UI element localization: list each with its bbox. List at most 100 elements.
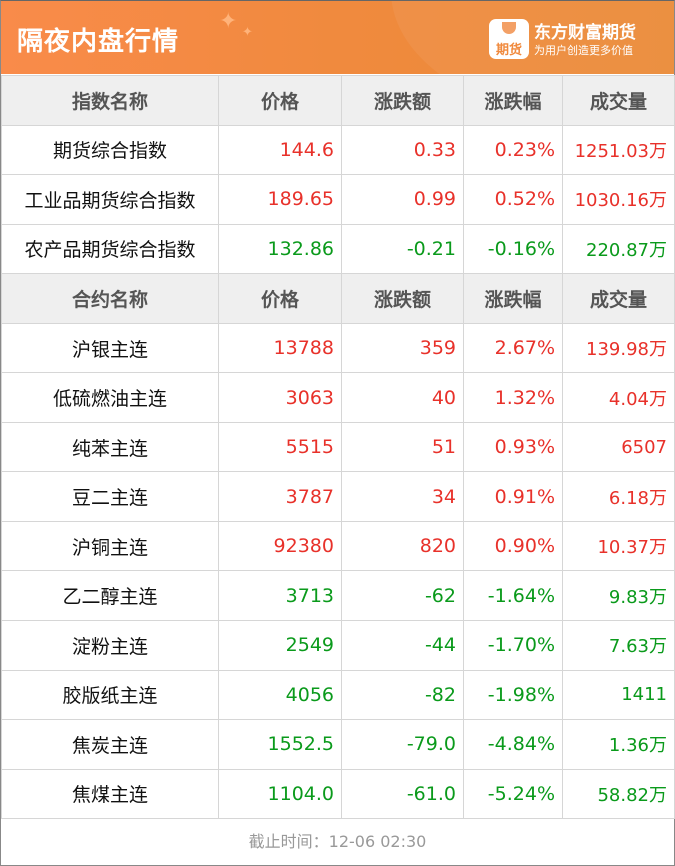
column-header: 涨跌额 (341, 273, 464, 324)
instrument-name: 纯苯主连 (1, 421, 219, 473)
table-row[interactable]: 胶版纸主连 4056 -82 -1.98% 1411 (1, 669, 675, 721)
column-header: 价格 (218, 273, 342, 324)
column-header: 成交量 (562, 273, 675, 324)
price-cell: 132.86 (218, 223, 342, 275)
change-pct-cell: 0.52% (463, 174, 563, 225)
change-cell: 0.33 (341, 124, 464, 176)
volume-cell: 9.83万 (562, 570, 675, 622)
column-header: 涨跌额 (341, 75, 464, 126)
table-row[interactable]: 低硫燃油主连 3063 40 1.32% 4.04万 (1, 372, 675, 423)
change-pct-cell: 0.93% (463, 421, 563, 473)
column-header: 涨跌幅 (463, 273, 563, 324)
column-header: 涨跌幅 (463, 75, 563, 126)
price-cell: 144.6 (218, 124, 342, 176)
change-pct-cell: 0.23% (463, 124, 563, 176)
contract-header-row: 合约名称 价格 涨跌额 涨跌幅 成交量 (1, 273, 675, 324)
brand-slogan: 为用户创造更多价值 (534, 44, 633, 57)
index-header-row: 指数名称 价格 涨跌额 涨跌幅 成交量 (1, 75, 675, 126)
volume-cell: 7.63万 (562, 620, 675, 671)
instrument-name: 焦煤主连 (1, 768, 219, 820)
price-cell: 5515 (218, 421, 342, 473)
instrument-name: 胶版纸主连 (1, 669, 219, 721)
volume-cell: 6507 (562, 421, 675, 473)
change-cell: -61.0 (341, 768, 464, 820)
price-cell: 1552.5 (218, 719, 342, 770)
price-cell: 189.65 (218, 174, 342, 225)
change-pct-cell: -0.16% (463, 223, 563, 275)
change-cell: 359 (341, 322, 464, 374)
header-banner: 隔夜内盘行情 ✦ ✦ 期货 东方财富期货 为用户创造更多价值 (1, 1, 674, 74)
change-pct-cell: -1.70% (463, 620, 563, 671)
sparkle-icon: ✦ (242, 25, 253, 40)
volume-cell: 139.98万 (562, 322, 675, 374)
change-pct-cell: -5.24% (463, 768, 563, 820)
price-cell: 2549 (218, 620, 342, 671)
table-row[interactable]: 乙二醇主连 3713 -62 -1.64% 9.83万 (1, 570, 675, 622)
change-cell: -82 (341, 669, 464, 721)
instrument-name: 沪铜主连 (1, 520, 219, 572)
quote-table: 指数名称 价格 涨跌额 涨跌幅 成交量 期货综合指数 144.6 0.33 0.23% … (1, 75, 675, 820)
brand-logo: 期货 (489, 19, 529, 59)
change-pct-cell: -4.84% (463, 719, 563, 770)
change-cell: -44 (341, 620, 464, 671)
volume-cell: 1.36万 (562, 719, 675, 770)
banner-decoration (391, 1, 674, 74)
volume-cell: 1411 (562, 669, 675, 721)
table-row[interactable]: 纯苯主连 5515 51 0.93% 6507 (1, 421, 675, 473)
instrument-name: 乙二醇主连 (1, 570, 219, 622)
price-cell: 13788 (218, 322, 342, 374)
column-header: 成交量 (562, 75, 675, 126)
column-header: 合约名称 (1, 273, 219, 324)
sparkle-icon: ✦ (219, 9, 238, 34)
table-row[interactable]: 期货综合指数 144.6 0.33 0.23% 1251.03万 (1, 124, 675, 176)
change-cell: -62 (341, 570, 464, 622)
instrument-name: 期货综合指数 (1, 124, 219, 176)
table-row[interactable]: 淀粉主连 2549 -44 -1.70% 7.63万 (1, 620, 675, 671)
table-row[interactable]: 工业品期货综合指数 189.65 0.99 0.52% 1030.16万 (1, 174, 675, 225)
table-row[interactable]: 沪银主连 13788 359 2.67% 139.98万 (1, 322, 675, 374)
table-row[interactable]: 农产品期货综合指数 132.86 -0.21 -0.16% 220.87万 (1, 223, 675, 275)
table-row[interactable]: 豆二主连 3787 34 0.91% 6.18万 (1, 471, 675, 522)
table-row[interactable]: 沪铜主连 92380 820 0.90% 10.37万 (1, 520, 675, 572)
instrument-name: 豆二主连 (1, 471, 219, 522)
price-cell: 3063 (218, 372, 342, 423)
cutoff-time: 截止时间：12-06 02:30 (248, 832, 427, 851)
change-pct-cell: -1.98% (463, 669, 563, 721)
instrument-name: 农产品期货综合指数 (1, 223, 219, 275)
column-header: 价格 (218, 75, 342, 126)
instrument-name: 工业品期货综合指数 (1, 174, 219, 225)
volume-cell: 10.37万 (562, 520, 675, 572)
change-pct-cell: 0.90% (463, 520, 563, 572)
volume-cell: 1030.16万 (562, 174, 675, 225)
price-cell: 3787 (218, 471, 342, 522)
instrument-name: 焦炭主连 (1, 719, 219, 770)
price-cell: 92380 (218, 520, 342, 572)
change-cell: -0.21 (341, 223, 464, 275)
table-row[interactable]: 焦炭主连 1552.5 -79.0 -4.84% 1.36万 (1, 719, 675, 770)
change-cell: 40 (341, 372, 464, 423)
change-cell: 51 (341, 421, 464, 473)
volume-cell: 1251.03万 (562, 124, 675, 176)
table-row[interactable]: 焦煤主连 1104.0 -61.0 -5.24% 58.82万 (1, 768, 675, 820)
price-cell: 3713 (218, 570, 342, 622)
volume-cell: 58.82万 (562, 768, 675, 820)
instrument-name: 沪银主连 (1, 322, 219, 374)
change-pct-cell: 1.32% (463, 372, 563, 423)
logo-mark-icon (502, 22, 516, 34)
column-header: 指数名称 (1, 75, 219, 126)
page-title: 隔夜内盘行情 (17, 27, 180, 57)
price-cell: 1104.0 (218, 768, 342, 820)
volume-cell: 6.18万 (562, 471, 675, 522)
change-pct-cell: 2.67% (463, 322, 563, 374)
change-pct-cell: -1.64% (463, 570, 563, 622)
change-cell: -79.0 (341, 719, 464, 770)
change-cell: 0.99 (341, 174, 464, 225)
brand-name: 东方财富期货 (534, 23, 636, 43)
change-pct-cell: 0.91% (463, 471, 563, 522)
instrument-name: 低硫燃油主连 (1, 372, 219, 423)
instrument-name: 淀粉主连 (1, 620, 219, 671)
price-cell: 4056 (218, 669, 342, 721)
change-cell: 820 (341, 520, 464, 572)
logo-text: 期货 (495, 43, 522, 58)
